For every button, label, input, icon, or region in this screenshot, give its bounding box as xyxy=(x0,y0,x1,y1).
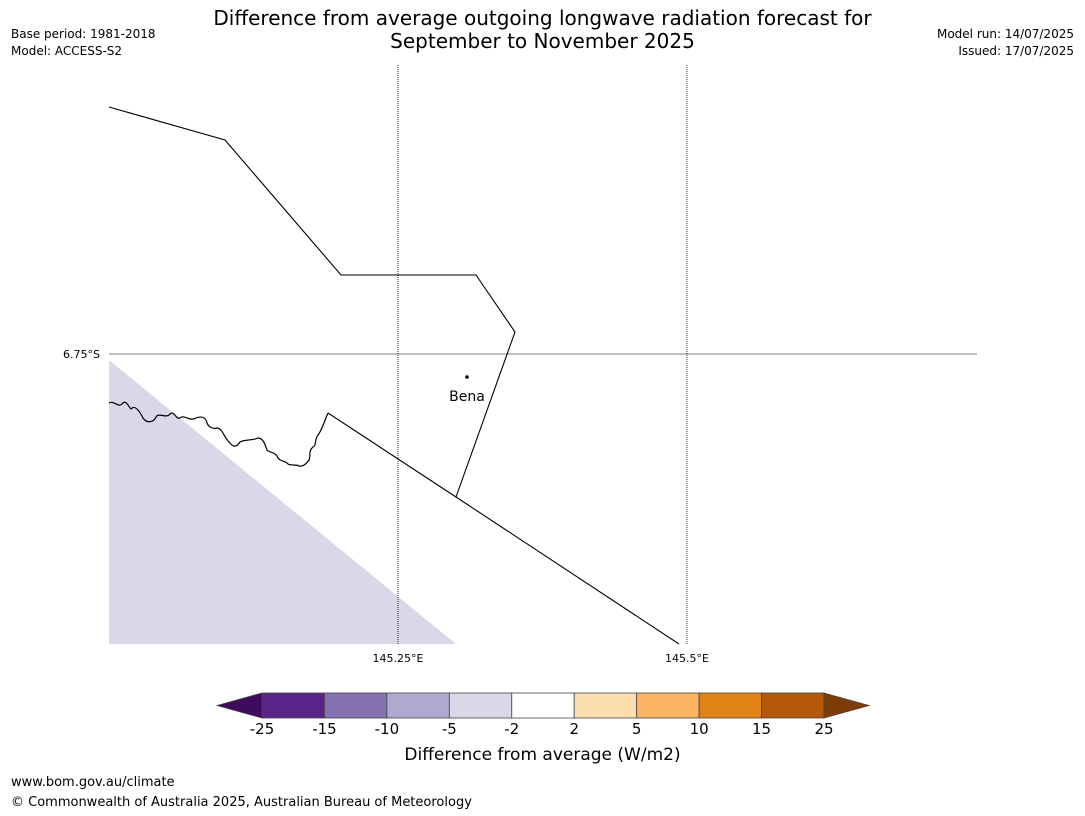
latitude-label: 6.75°S xyxy=(63,348,100,361)
colorbar-cell xyxy=(573,692,638,719)
issued-text: Issued: 17/07/2025 xyxy=(958,44,1074,58)
colorbar-tick-label: -5 xyxy=(441,720,457,738)
colorbar-tick-label: 15 xyxy=(752,720,772,738)
town-label: Bena xyxy=(449,389,485,405)
coastline xyxy=(108,401,329,467)
colorbar-low-extension xyxy=(215,692,263,719)
colorbar-tick-label: -15 xyxy=(312,720,337,738)
colorbar-cell xyxy=(386,692,450,719)
colorbar-tick-label: -25 xyxy=(249,720,275,738)
colorbar-cell xyxy=(511,692,575,719)
province-border xyxy=(108,106,516,498)
footer-copyright: © Commonwealth of Australia 2025, Austra… xyxy=(11,795,472,810)
colorbar-tick-label: 10 xyxy=(689,720,709,738)
province-border xyxy=(327,412,680,645)
colorbar-cell xyxy=(324,692,388,719)
colorbar-tick-label: 25 xyxy=(814,720,834,738)
town-marker xyxy=(465,375,469,379)
model-text: Model: ACCESS-S2 xyxy=(11,44,123,58)
map-title: Difference from average outgoing longwav… xyxy=(0,7,1085,53)
colorbar-cell xyxy=(261,692,325,719)
metadata-left: Base period: 1981-2018 Model: ACCESS-S2 xyxy=(11,26,156,60)
colorbar-cell xyxy=(698,692,762,719)
colorbar-label: Difference from average (W/m2) xyxy=(404,745,681,765)
model-run-text: Model run: 14/07/2025 xyxy=(936,27,1074,41)
colorbar-tick-label: -2 xyxy=(504,720,520,738)
colorbar-tick-label: 5 xyxy=(631,720,642,738)
colorbar-cell xyxy=(761,692,825,719)
footer-url: www.bom.gov.au/climate xyxy=(11,775,175,790)
colorbar-cell xyxy=(448,692,513,719)
metadata-right: Model run: 14/07/2025 Issued: 17/07/2025 xyxy=(937,26,1074,60)
shaded-region xyxy=(109,360,456,644)
colorbar-tick-label: -10 xyxy=(374,720,400,738)
title-line-2: September to November 2025 xyxy=(390,29,695,53)
colorbar-cell xyxy=(636,692,700,719)
base-period-text: Base period: 1981-2018 xyxy=(11,27,156,41)
title-line-1: Difference from average outgoing longwav… xyxy=(213,6,872,30)
longitude-label: 145.25°E xyxy=(373,652,424,665)
colorbar-high-extension xyxy=(823,692,871,719)
longitude-label: 145.5°E xyxy=(665,652,709,665)
colorbar-tick-label: 2 xyxy=(569,720,579,738)
